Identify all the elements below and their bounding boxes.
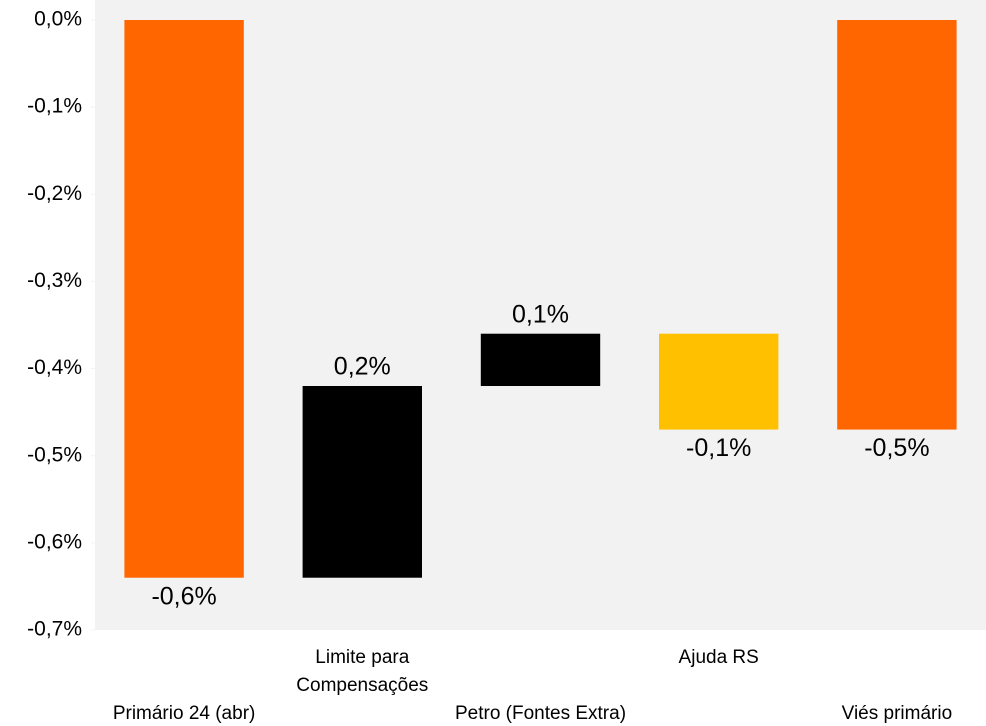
x-tick-label: Viés primário bbox=[841, 703, 953, 724]
data-label: -0,6% bbox=[151, 582, 216, 610]
x-tick-label: Primário 24 (abr) bbox=[112, 703, 256, 724]
x-tick-label: Limite para Compensações bbox=[296, 647, 429, 696]
y-tick-label: -0,6% bbox=[27, 530, 82, 553]
y-tick-label: 0,0% bbox=[34, 8, 82, 31]
x-tick-label: Ajuda RS bbox=[678, 647, 759, 668]
data-label: -0,5% bbox=[864, 434, 929, 462]
y-tick-label: -0,2% bbox=[27, 182, 82, 205]
bar bbox=[124, 20, 244, 578]
y-tick-label: -0,5% bbox=[27, 443, 82, 466]
data-label: 0,1% bbox=[512, 300, 569, 328]
y-tick-label: -0,3% bbox=[27, 269, 82, 292]
y-tick-label: -0,7% bbox=[27, 618, 82, 641]
y-tick-label: -0,1% bbox=[27, 95, 82, 118]
data-label: -0,1% bbox=[686, 434, 751, 462]
bar bbox=[837, 20, 957, 430]
bar bbox=[659, 333, 779, 430]
bar bbox=[302, 386, 422, 578]
bar bbox=[480, 333, 601, 386]
data-label: 0,2% bbox=[334, 353, 391, 381]
y-tick-label: -0,4% bbox=[27, 356, 82, 379]
x-tick-label: Petro (Fontes Extra) bbox=[454, 703, 627, 724]
